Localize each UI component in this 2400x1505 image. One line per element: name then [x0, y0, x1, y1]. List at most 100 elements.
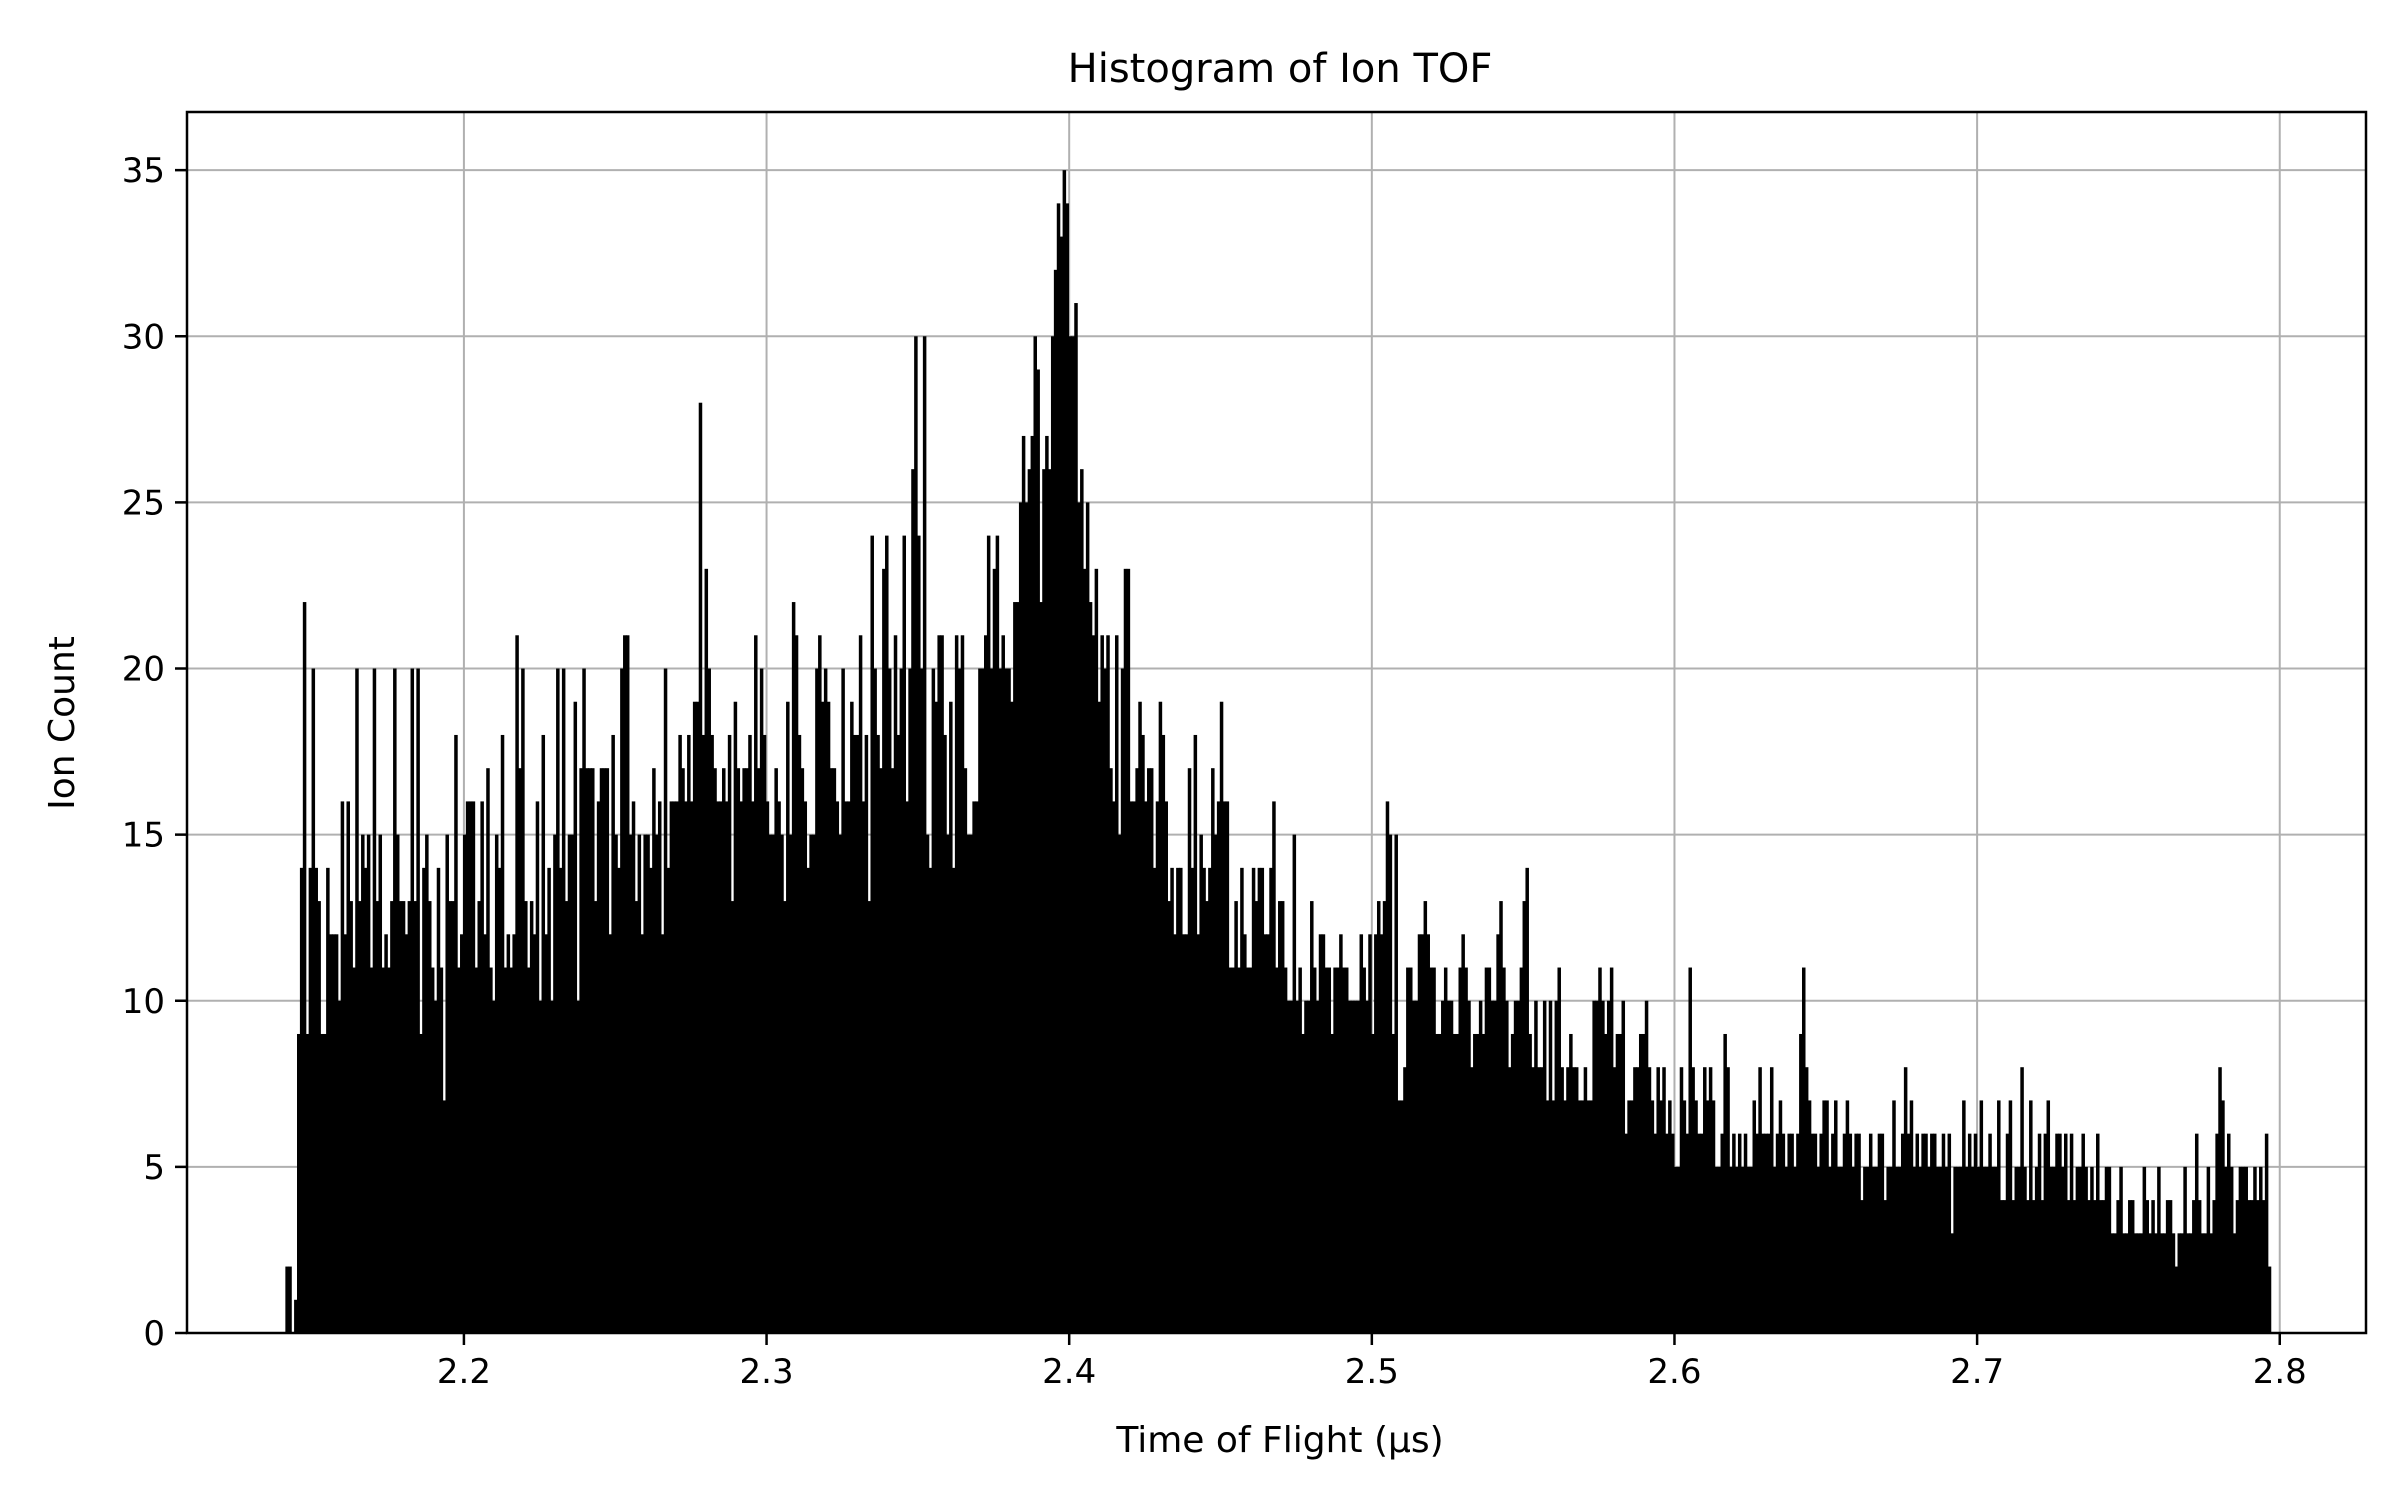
histogram-bar	[1490, 1000, 1495, 1333]
histogram-bar	[524, 901, 528, 1333]
histogram-bar	[972, 801, 976, 1333]
histogram-bar	[331, 934, 336, 1333]
histogram-bar	[1158, 701, 1163, 1333]
histogram-bar	[1799, 1033, 1803, 1333]
histogram-bar	[949, 701, 953, 1333]
histogram-bar	[1839, 1166, 1844, 1333]
histogram-bar	[1772, 1166, 1777, 1333]
histogram-bar	[2061, 1166, 2065, 1333]
histogram-bar	[477, 901, 481, 1333]
histogram-bar	[2212, 1200, 2216, 1333]
histogram-bar	[1106, 635, 1110, 1333]
histogram-bar	[393, 668, 397, 1333]
histogram-bar	[713, 768, 717, 1333]
histogram-bar	[2017, 1166, 2021, 1333]
histogram-bar	[1024, 502, 1029, 1333]
histogram-bar	[1668, 1100, 1672, 1333]
histogram-bar	[2029, 1100, 2033, 1333]
histogram-bar	[2014, 1166, 2019, 1333]
histogram-bar	[1880, 1133, 1885, 1333]
histogram-bar	[1557, 967, 1561, 1333]
y-tick-label: 20	[122, 650, 165, 690]
histogram-bar	[1144, 801, 1148, 1333]
histogram-bar	[844, 801, 848, 1333]
histogram-bar	[579, 768, 583, 1333]
histogram-bar	[311, 668, 316, 1333]
histogram-bar	[526, 967, 531, 1333]
histogram-bar	[294, 1299, 298, 1333]
histogram-bar	[2130, 1200, 2135, 1333]
histogram-bar	[1775, 1133, 1780, 1333]
histogram-bar	[1694, 1100, 1698, 1333]
histogram-bar	[1344, 967, 1349, 1333]
histogram-bar	[1225, 801, 1230, 1333]
histogram-bar	[547, 867, 551, 1333]
histogram-bar	[2090, 1166, 2094, 1333]
histogram-bar	[1737, 1133, 1742, 1333]
histogram-bar	[1921, 1133, 1925, 1333]
histogram-bar	[1647, 1067, 1652, 1333]
histogram-bar	[1898, 1166, 1902, 1333]
histogram-bar	[521, 668, 525, 1333]
histogram-bar	[1007, 668, 1011, 1333]
histogram-bar	[2189, 1233, 2193, 1333]
histogram-bar	[363, 867, 368, 1333]
histogram-bar	[1900, 1133, 1905, 1333]
histogram-bar	[1665, 1133, 1669, 1333]
histogram-bar	[1542, 1000, 1547, 1333]
histogram-bar	[538, 1000, 543, 1333]
histogram-bar	[1554, 1000, 1559, 1333]
histogram-bar	[1592, 1000, 1596, 1333]
histogram-bar	[628, 834, 633, 1333]
histogram-bar	[1505, 1000, 1509, 1333]
histogram-bar	[1184, 934, 1189, 1333]
histogram-bar	[1147, 768, 1151, 1333]
histogram-bar	[2005, 1133, 2010, 1333]
histogram-bar	[1117, 834, 1122, 1333]
histogram-bar	[390, 901, 394, 1333]
histogram-bar	[1496, 934, 1500, 1333]
histogram-bar	[762, 734, 767, 1333]
histogram-bar	[1999, 1200, 2004, 1333]
histogram-bar	[346, 801, 350, 1333]
histogram-bar	[925, 834, 930, 1333]
histogram-bar	[1932, 1133, 1937, 1333]
histogram-bar	[855, 734, 860, 1333]
histogram-bar	[1222, 801, 1227, 1333]
histogram-bar	[1522, 901, 1527, 1333]
x-tick-label: 2.4	[1042, 1352, 1096, 1392]
histogram-bar	[754, 635, 758, 1333]
histogram-bar	[1257, 867, 1262, 1333]
histogram-bar	[1729, 1166, 1733, 1333]
histogram-bar	[663, 668, 668, 1333]
histogram-bar	[1414, 1000, 1419, 1333]
histogram-bar	[1170, 867, 1174, 1333]
histogram-bar	[2037, 1133, 2042, 1333]
histogram-bar	[1764, 1133, 1768, 1333]
histogram-bar	[1831, 1133, 1835, 1333]
histogram-bar	[2002, 1200, 2007, 1333]
histogram-bar	[984, 635, 988, 1333]
histogram-bar	[1513, 1000, 1518, 1333]
histogram-bar	[1807, 1100, 1812, 1333]
histogram-bar	[951, 867, 956, 1333]
histogram-bar	[733, 701, 738, 1333]
histogram-bar	[818, 635, 822, 1333]
histogram-bar	[2180, 1233, 2184, 1333]
histogram-bar	[672, 801, 677, 1333]
histogram-bar	[1927, 1166, 1931, 1333]
histogram-bar	[509, 967, 514, 1333]
histogram-bar	[637, 834, 642, 1333]
histogram-bar	[2253, 1166, 2257, 1333]
histogram-bar	[561, 668, 566, 1333]
axes-frame	[185, 110, 2368, 1335]
histogram-bar	[675, 801, 679, 1333]
histogram-bar	[957, 668, 962, 1333]
histogram-bar	[1778, 1100, 1783, 1333]
axis-ticks: 2.2 2.3 2.4 2.5 2.6 2.7 2.8 0 5 10 15 20 25 30 35	[122, 151, 2307, 1392]
histogram-bar	[934, 701, 939, 1333]
histogram-bar	[1400, 1100, 1404, 1333]
histogram-bar	[774, 768, 778, 1333]
histogram-bar	[529, 901, 534, 1333]
histogram-bar	[631, 801, 636, 1333]
